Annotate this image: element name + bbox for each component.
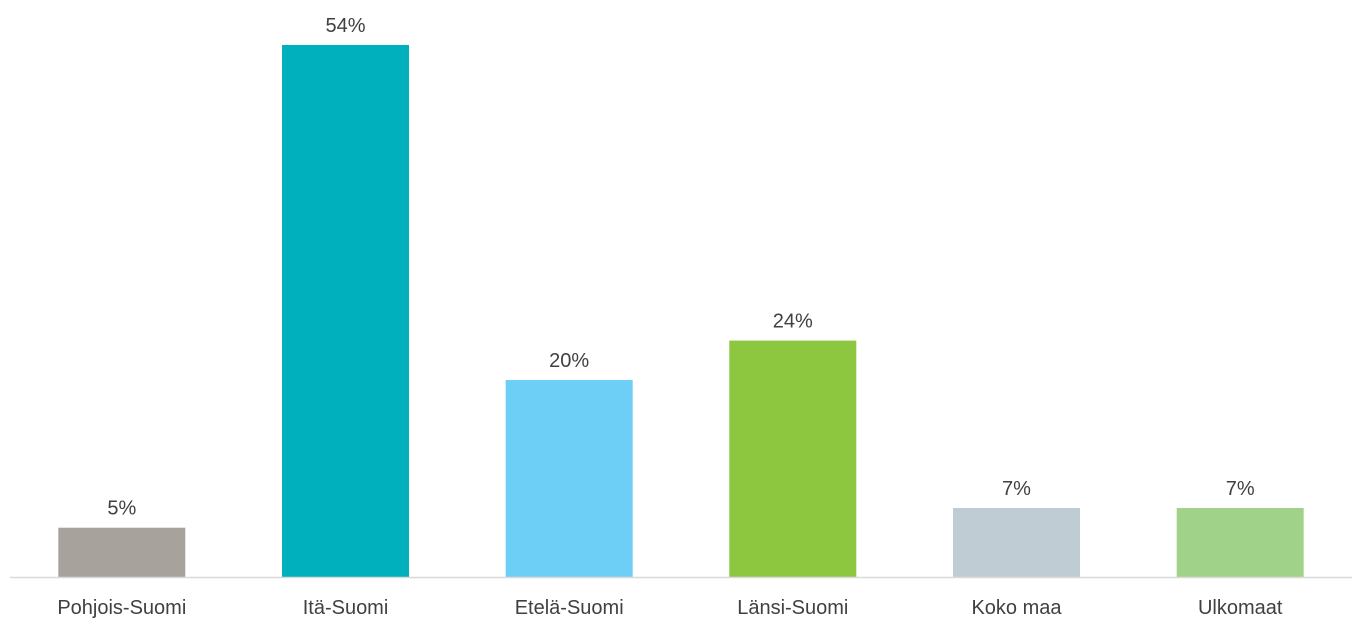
bar-1 — [282, 45, 409, 577]
bar-0 — [58, 527, 186, 577]
value-label-3: 24% — [773, 311, 813, 333]
category-label-2: Etelä-Suomi — [515, 597, 624, 619]
value-label-5: 7% — [1226, 478, 1255, 500]
value-label-0: 5% — [107, 498, 136, 520]
bar-3 — [729, 340, 857, 577]
bar-5 — [1176, 508, 1304, 577]
category-label-0: Pohjois-Suomi — [57, 597, 186, 619]
category-label-5: Ulkomaat — [1198, 597, 1283, 619]
value-label-1: 54% — [325, 15, 365, 37]
value-labels-layer: 5% 54% 20% 24% 7% 7% — [107, 15, 1255, 520]
category-label-3: Länsi-Suomi — [737, 597, 848, 619]
category-label-1: Itä-Suomi — [303, 597, 389, 619]
bar-2 — [505, 380, 633, 577]
category-label-4: Koko maa — [971, 597, 1062, 619]
bar-4 — [953, 508, 1080, 577]
bars-layer — [58, 45, 1304, 577]
value-label-4: 7% — [1002, 478, 1031, 500]
category-labels-layer: Pohjois-Suomi Itä-Suomi Etelä-Suomi Länsi-S… — [57, 597, 1283, 619]
value-label-2: 20% — [549, 350, 589, 372]
